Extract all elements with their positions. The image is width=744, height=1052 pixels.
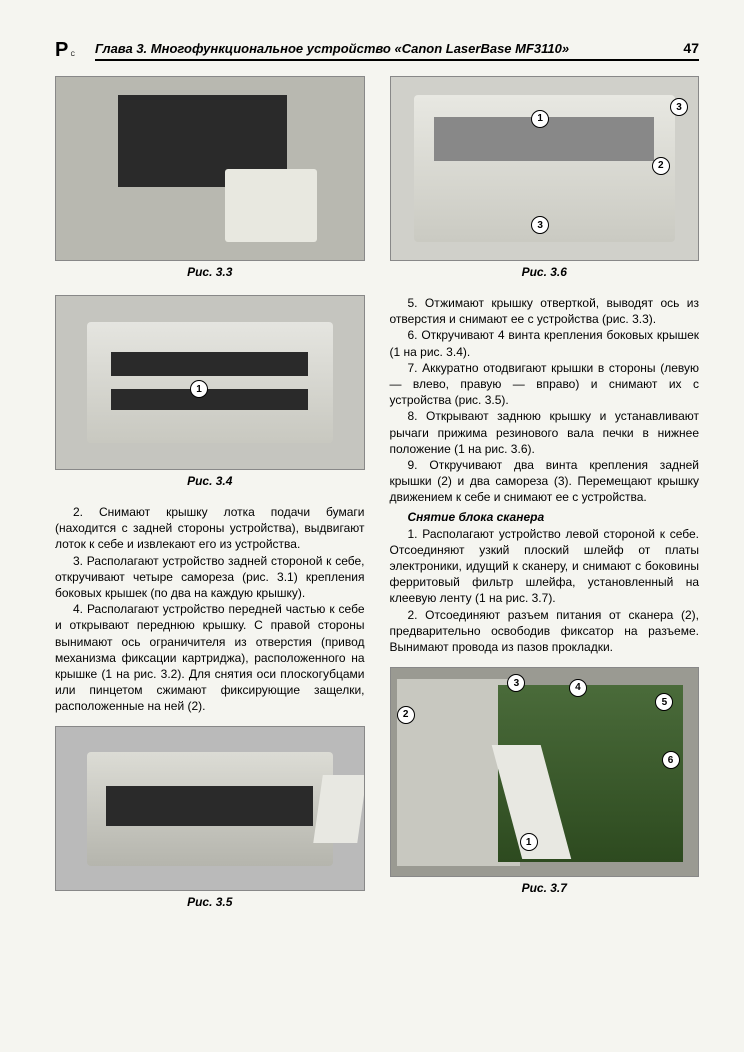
right-text-block: 5. Отжимают крышку отверткой, выводят ос…	[390, 295, 700, 655]
marker: 1	[531, 110, 549, 128]
paragraph-6: 6. Откручивают 4 винта крепления боковых…	[390, 327, 700, 359]
chapter-title: Глава 3. Многофункциональное устройство …	[95, 41, 569, 56]
paragraph-5: 5. Отжимают крышку отверткой, выводят ос…	[390, 295, 700, 327]
section-title: Снятие блока сканера	[390, 509, 700, 525]
figure-3-4: 1 Рис. 3.4	[55, 295, 365, 496]
scanner-step-1: 1. Располагают устройство левой стороной…	[390, 526, 700, 607]
figure-caption: Рис. 3.4	[55, 474, 365, 488]
figure-caption: Рис. 3.7	[390, 881, 700, 895]
figure-caption: Рис. 3.5	[55, 895, 365, 909]
figure-3-3: Рис. 3.3	[55, 76, 365, 287]
logo-letter: P	[55, 40, 68, 60]
figure-3-7: 2 3 4 5 6 1 Рис. 3.7	[390, 667, 700, 903]
page-number: 47	[683, 40, 699, 56]
figure-3-6: 3 1 2 3 Рис. 3.6	[390, 76, 700, 287]
left-column: Рис. 3.3 1 Рис. 3.4 2. Снимают крышку ло…	[55, 76, 365, 925]
figure-caption: Рис. 3.3	[55, 265, 365, 279]
marker: 3	[670, 98, 688, 116]
publisher-logo: P С	[55, 40, 85, 80]
figure-caption: Рис. 3.6	[390, 265, 700, 279]
logo-text: С	[71, 52, 75, 58]
content-grid: Рис. 3.3 1 Рис. 3.4 2. Снимают крышку ло…	[55, 76, 699, 925]
left-text-block: 2. Снимают крышку лотка подачи бумаги (н…	[55, 504, 365, 714]
right-column: 3 1 2 3 Рис. 3.6 5. Отжимают крышку отве…	[390, 76, 700, 925]
paragraph-3: 3. Располагают устройство задней стороно…	[55, 553, 365, 602]
scanner-step-2: 2. Отсоединяют разъем питания от сканера…	[390, 607, 700, 656]
page-header: Глава 3. Многофункциональное устройство …	[95, 40, 699, 61]
marker: 2	[652, 157, 670, 175]
figure-3-5: Рис. 3.5	[55, 726, 365, 917]
paragraph-8: 8. Открывают заднюю крышку и устанавлива…	[390, 408, 700, 457]
marker: 2	[397, 706, 415, 724]
marker: 1	[520, 833, 538, 851]
paragraph-4: 4. Располагают устройство передней часть…	[55, 601, 365, 714]
marker: 3	[531, 216, 549, 234]
marker: 6	[662, 751, 680, 769]
paragraph-7: 7. Аккуратно отодвигают крышки в стороны…	[390, 360, 700, 409]
marker: 4	[569, 679, 587, 697]
paragraph-9: 9. Откручивают два винта крепления задне…	[390, 457, 700, 506]
paragraph-2: 2. Снимают крышку лотка подачи бумаги (н…	[55, 504, 365, 553]
